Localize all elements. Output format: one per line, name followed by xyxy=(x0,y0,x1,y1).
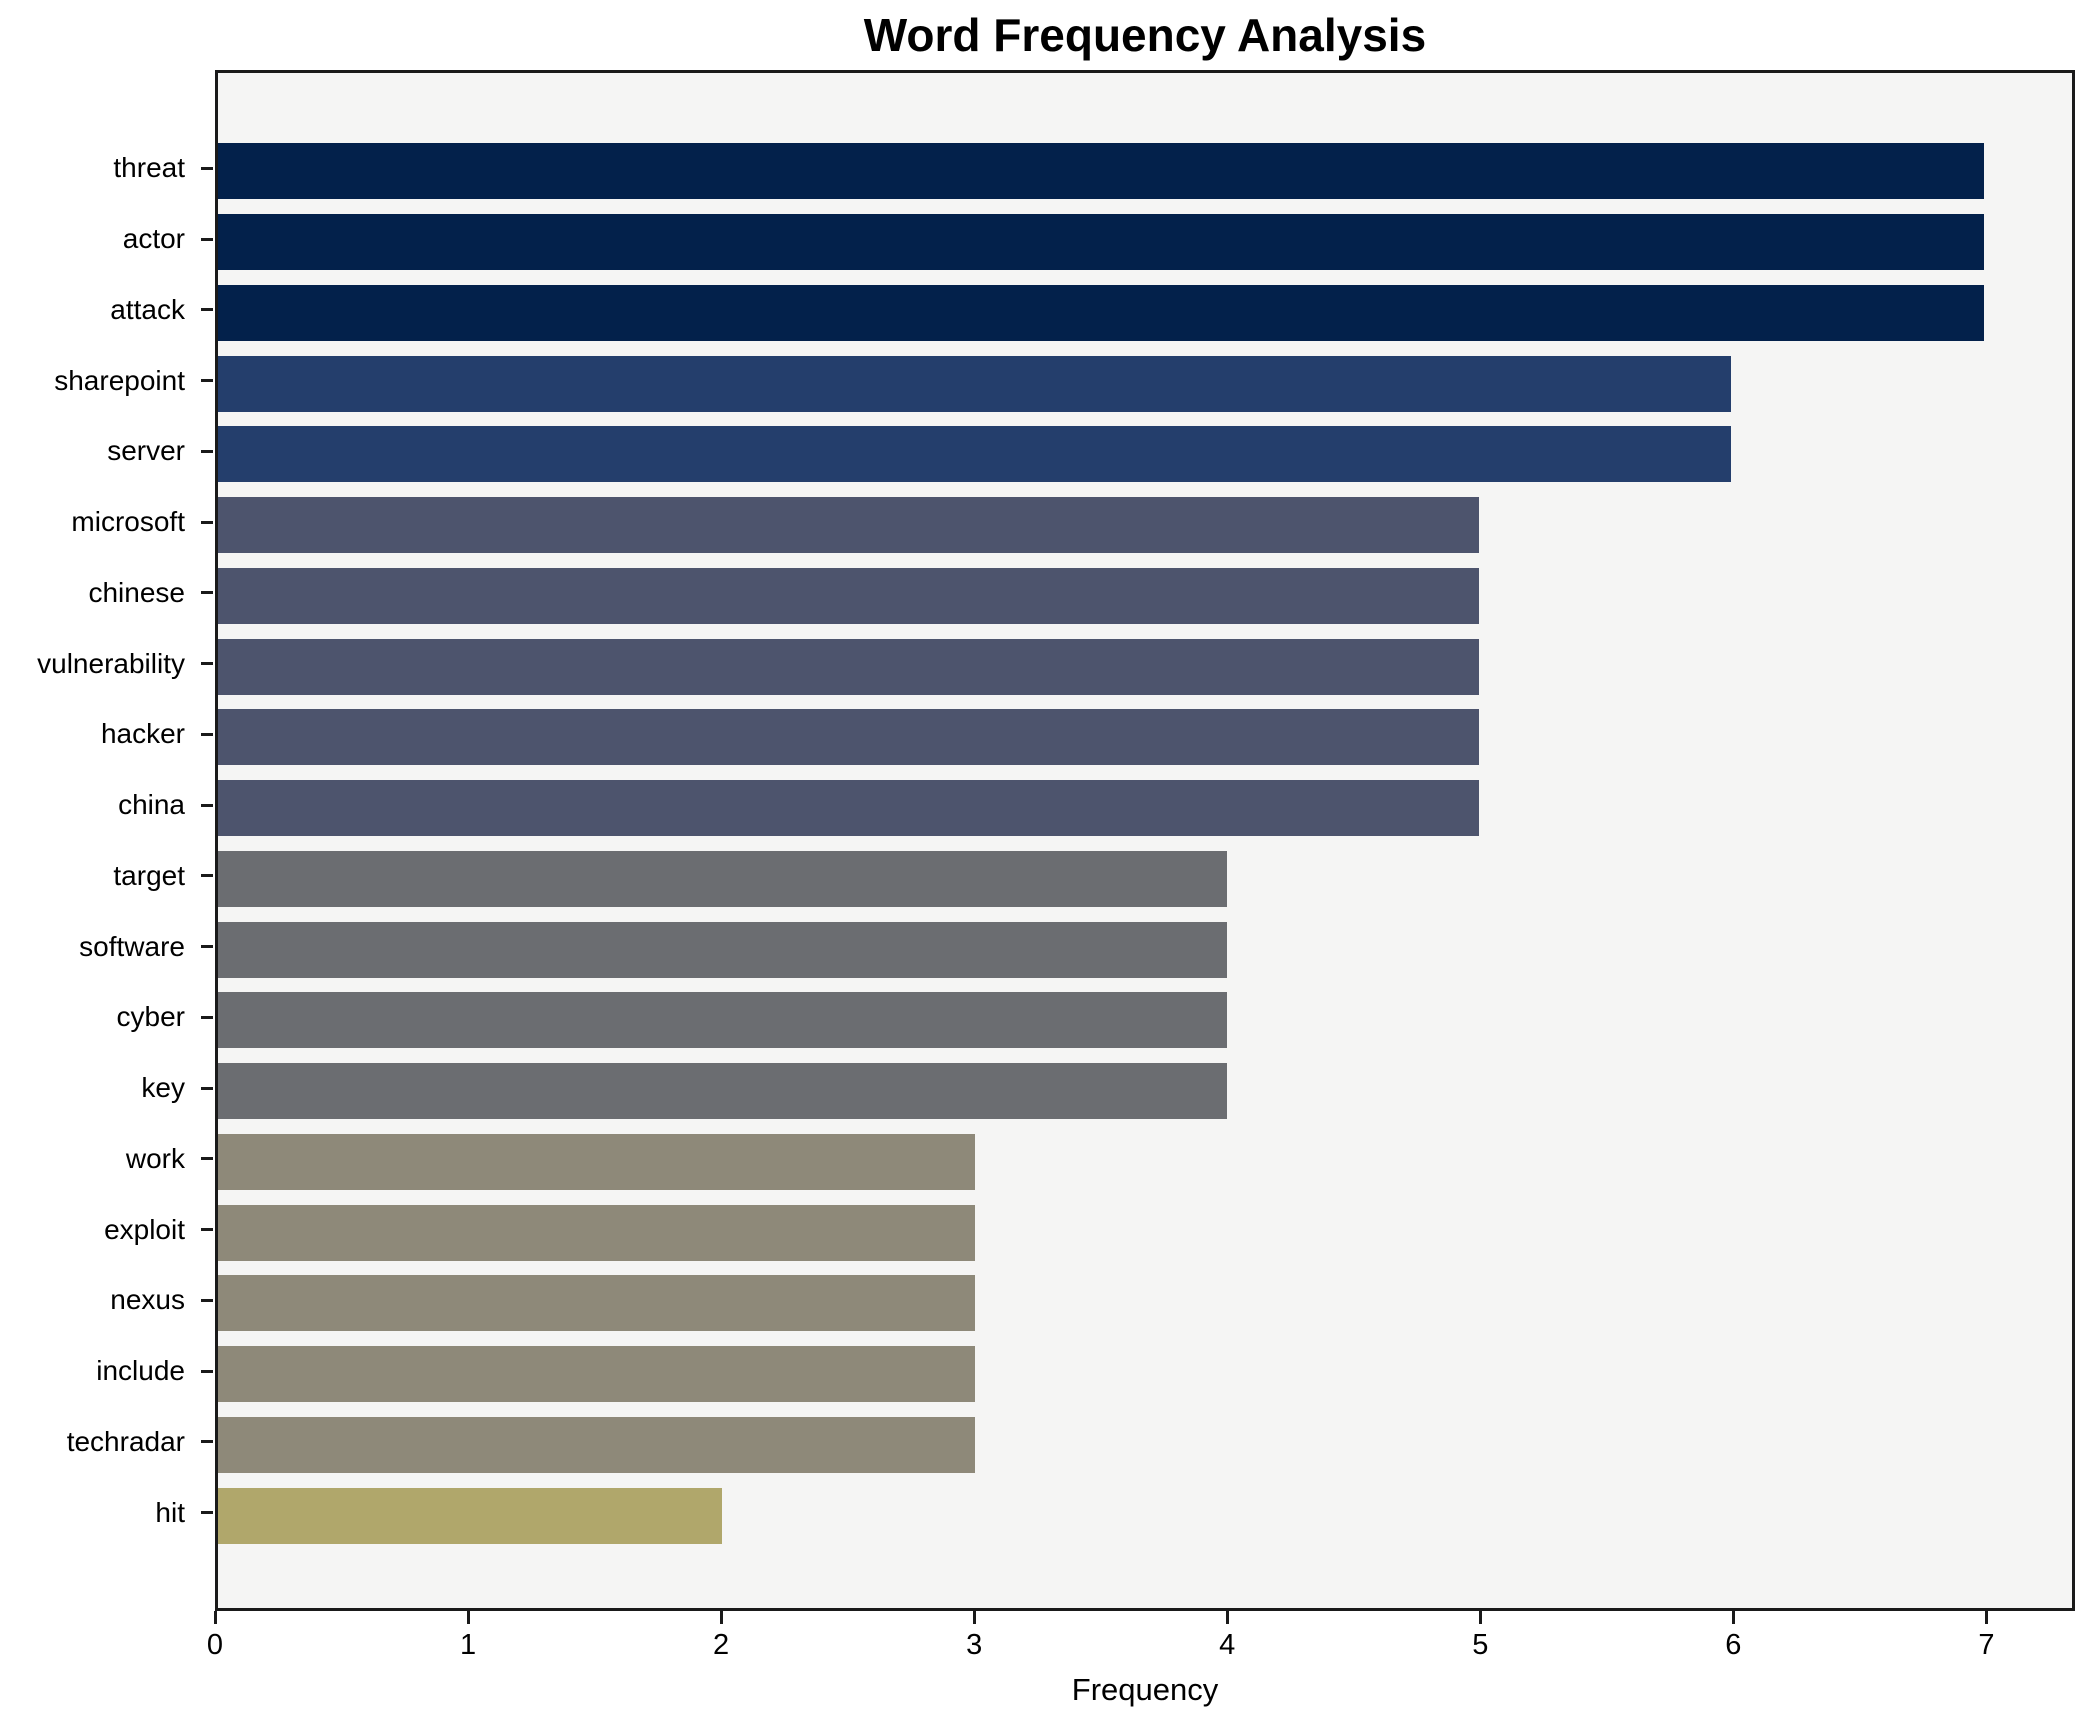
y-tick-label: sharepoint xyxy=(54,364,185,396)
y-tick-mark xyxy=(201,874,213,878)
x-tick-label: 7 xyxy=(1978,1629,1995,1661)
bar xyxy=(218,426,1732,483)
bar xyxy=(218,1487,723,1544)
bar xyxy=(218,355,1732,412)
y-tick-mark xyxy=(201,449,213,453)
y-tick-label: nexus xyxy=(110,1284,185,1316)
y-tick-mark xyxy=(201,1298,213,1302)
x-axis: 0 1 2 3 4 5 6 7 xyxy=(207,1611,2075,1681)
x-tick-mark xyxy=(1479,1611,1483,1624)
y-tick-label: server xyxy=(107,435,185,467)
x-tick-label: 4 xyxy=(1219,1629,1236,1661)
y-tick-label: exploit xyxy=(104,1213,185,1245)
y-tick-label: attack xyxy=(110,293,185,325)
bar xyxy=(218,709,1480,766)
x-tick-mark xyxy=(973,1611,977,1624)
y-tick-mark xyxy=(201,945,213,949)
y-tick-mark xyxy=(201,1228,213,1232)
y-tick-label: techradar xyxy=(66,1425,185,1457)
y-tick-mark xyxy=(201,520,213,524)
y-tick-mark xyxy=(201,732,213,736)
bar xyxy=(218,1416,975,1473)
x-tick-mark xyxy=(720,1611,724,1624)
bar xyxy=(218,850,1227,907)
y-tick-label: work xyxy=(125,1142,185,1174)
x-tick-label: 3 xyxy=(966,1629,983,1661)
y-tick-mark xyxy=(201,1440,213,1444)
bar xyxy=(218,780,1480,837)
bar xyxy=(218,1346,975,1403)
bar xyxy=(218,143,1984,200)
x-tick-label: 2 xyxy=(713,1629,730,1661)
bar xyxy=(218,214,1984,271)
y-tick-label: vulnerability xyxy=(37,647,185,679)
y-tick-label: chinese xyxy=(88,576,185,608)
bar xyxy=(218,638,1480,695)
bar xyxy=(218,1204,975,1261)
y-tick-label: threat xyxy=(113,152,185,184)
y-tick-mark xyxy=(201,1015,213,1019)
plot-area xyxy=(215,70,2075,1611)
x-tick-mark xyxy=(1732,1611,1736,1624)
x-axis-title: Frequency xyxy=(1071,1672,1219,1707)
x-tick-label: 5 xyxy=(1472,1629,1489,1661)
y-tick-mark xyxy=(201,1511,213,1515)
bar xyxy=(218,497,1480,554)
y-tick-mark xyxy=(201,379,213,383)
x-tick-mark xyxy=(467,1611,471,1624)
y-tick-mark xyxy=(201,591,213,595)
y-tick-label: key xyxy=(141,1072,185,1104)
y-tick-mark xyxy=(201,1157,213,1161)
x-tick-label: 0 xyxy=(206,1629,224,1661)
y-axis: threat actor attack sharepoint server microso… xyxy=(0,70,215,1611)
y-tick-label: hit xyxy=(155,1496,185,1528)
y-tick-label: software xyxy=(79,930,185,962)
x-tick-mark xyxy=(1226,1611,1230,1624)
y-tick-mark xyxy=(201,308,213,312)
y-tick-mark xyxy=(201,166,213,170)
y-tick-label: hacker xyxy=(100,718,185,750)
y-tick-mark xyxy=(201,803,213,807)
bar xyxy=(218,567,1480,624)
x-tick-label: 6 xyxy=(1725,1629,1742,1661)
bar xyxy=(218,1063,1227,1120)
bar xyxy=(218,1133,975,1190)
x-tick-mark xyxy=(1985,1611,1989,1624)
y-tick-label: cyber xyxy=(116,1001,185,1033)
bar xyxy=(218,1275,975,1332)
bar xyxy=(218,921,1227,978)
chart-title: Word Frequency Analysis xyxy=(863,9,1427,61)
y-tick-label: target xyxy=(113,859,185,891)
bar xyxy=(218,992,1227,1049)
y-tick-label: include xyxy=(96,1355,185,1387)
y-tick-label: actor xyxy=(122,223,185,255)
y-tick-label: microsoft xyxy=(71,506,185,538)
x-tick-label: 1 xyxy=(459,1629,477,1661)
y-tick-label: china xyxy=(118,789,185,821)
x-tick-mark xyxy=(214,1611,217,1624)
bar xyxy=(218,284,1984,341)
y-tick-mark xyxy=(201,237,213,241)
y-tick-mark xyxy=(201,662,213,666)
y-tick-mark xyxy=(201,1086,213,1090)
y-tick-mark xyxy=(201,1369,213,1373)
